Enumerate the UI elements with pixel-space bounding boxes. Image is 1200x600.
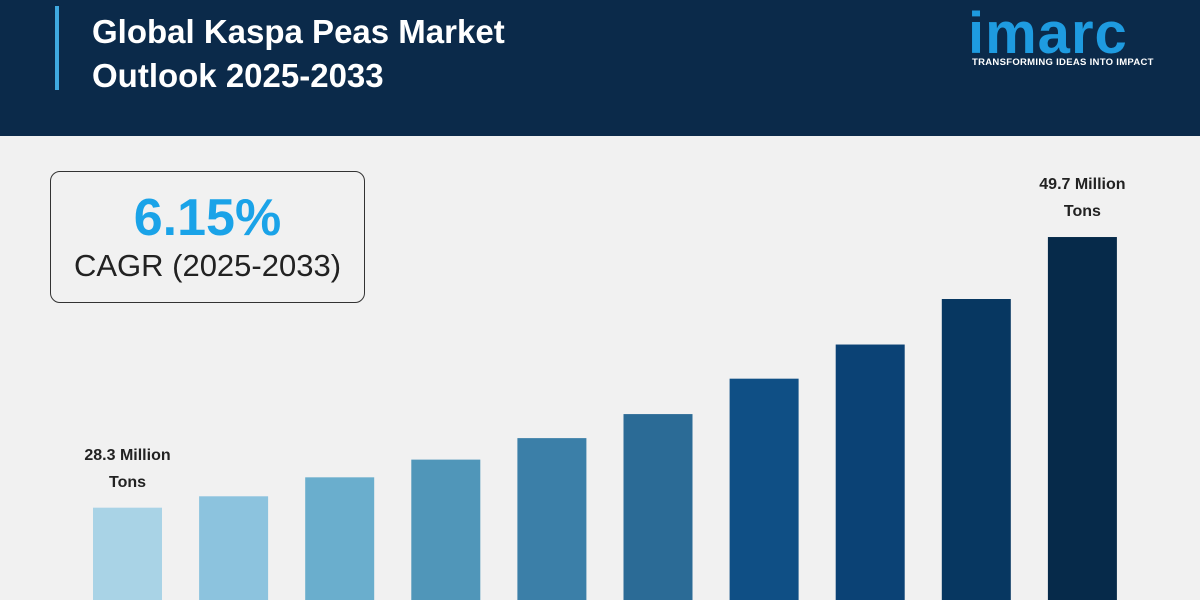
bar [305,477,375,600]
bar [729,378,799,600]
bar [623,414,693,600]
value-label: 28.3 Million Tons [84,446,171,491]
cagr-box: 6.15% CAGR (2025-2033) [50,171,365,303]
tagline: TRANSFORMING IDEAS INTO IMPACT [972,57,1154,68]
logo: imarc [968,1,1128,66]
bar [835,344,905,600]
bar [517,438,587,600]
cagr-value: 6.15% [133,189,282,247]
value-label: 49.7 Million Tons [1039,176,1126,221]
cagr-label: CAGR (2025-2033) [73,248,342,283]
bar [411,459,481,600]
header: Global Kaspa Peas Market Outlook 2025-20… [0,0,1200,136]
bar [93,507,162,600]
title: Global Kaspa Peas Market Outlook 2025-20… [92,13,505,94]
bar [199,496,269,600]
bar [1047,237,1117,600]
bar [941,299,1011,600]
accent-line [55,6,59,90]
